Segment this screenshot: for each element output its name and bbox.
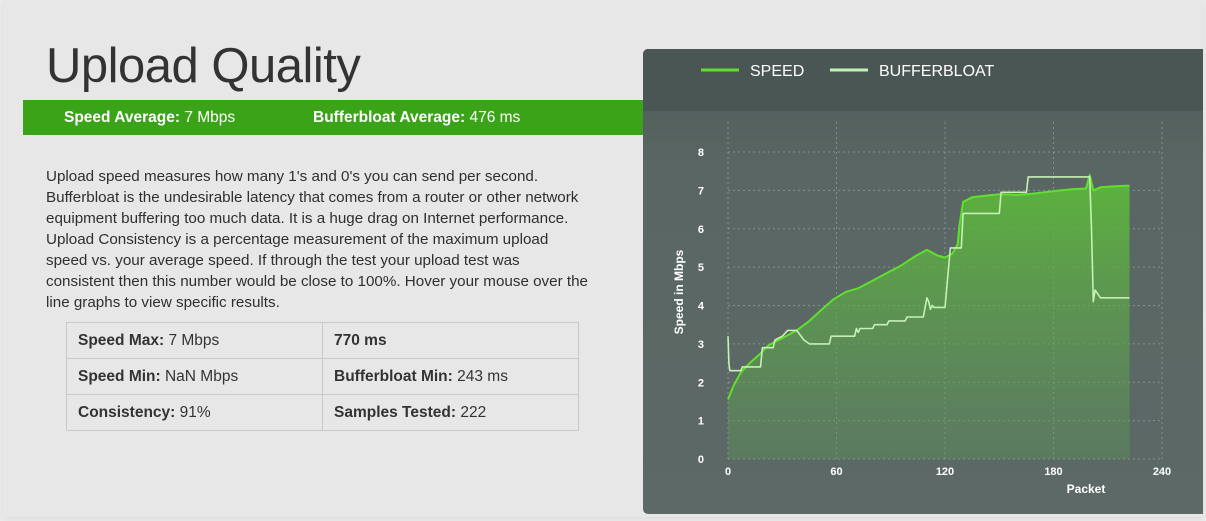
samples-label: Samples Tested:: [334, 403, 457, 421]
bufferbloat-min-value: 243 ms: [457, 367, 508, 385]
speed-max-value: 7 Mbps: [168, 331, 220, 349]
speed-min-cell: Speed Min: NaN Mbps: [66, 358, 323, 395]
x-tick-label: 240: [1153, 466, 1171, 478]
y-tick-label: 5: [698, 262, 704, 274]
bufferbloat-max-label: 770 ms: [334, 331, 387, 349]
y-tick-label: 3: [698, 339, 704, 351]
speed-average-label: Speed Average:: [64, 109, 181, 126]
y-tick-label: 6: [698, 224, 704, 236]
page-title: Upload Quality: [46, 39, 361, 93]
legend[interactable]: SPEED BUFFERBLOAT: [701, 63, 995, 80]
speed-area: [728, 175, 1130, 459]
y-tick-label: 4: [698, 301, 705, 313]
tick-labels: 0 1 2 3 4 5 6 7 8 0 60 120 180 240: [698, 147, 1171, 478]
y-tick-label: 2: [698, 377, 704, 389]
legend-speed-label[interactable]: SPEED: [750, 63, 804, 80]
description-text: Upload speed measures how many 1's and 0…: [46, 168, 588, 311]
upload-chart[interactable]: 0 1 2 3 4 5 6 7 8 0 60 120 180 240 SPEED BUFFERBLOAT …: [643, 49, 1203, 514]
speed-average: Speed Average: 7 Mbps: [64, 100, 235, 135]
speed-series-line[interactable]: [727, 174, 1130, 400]
consistency-cell: Consistency: 91%: [66, 394, 323, 431]
y-tick-label: 7: [698, 185, 704, 197]
summary-bar: Speed Average: 7 Mbps Bufferbloat Averag…: [23, 100, 653, 135]
stats-table: Speed Max: 7 Mbps 770 ms Speed Min: NaN …: [66, 322, 579, 431]
speed-min-label: Speed Min:: [78, 367, 161, 385]
stats-row: Speed Min: NaN Mbps Bufferbloat Min: 243…: [66, 358, 579, 395]
area-layer: [728, 175, 1130, 459]
y-axis-label: Speed in Mbps: [672, 249, 686, 334]
bufferbloat-average-label: Bufferbloat Average:: [313, 109, 466, 126]
y-tick-label: 1: [698, 416, 704, 428]
speed-min-value: NaN Mbps: [164, 367, 239, 385]
legend-bufferbloat-label[interactable]: BUFFERBLOAT: [879, 63, 995, 80]
speed-max-label: Speed Max:: [78, 331, 165, 349]
bufferbloat-series-line[interactable]: [727, 176, 1130, 372]
x-tick-label: 180: [1044, 466, 1062, 478]
x-tick-label: 0: [725, 466, 731, 478]
bufferbloat-max-cell: 770 ms: [322, 322, 579, 359]
stats-row: Speed Max: 7 Mbps 770 ms: [66, 322, 579, 359]
consistency-label: Consistency:: [78, 403, 176, 421]
speed-max-cell: Speed Max: 7 Mbps: [66, 322, 323, 359]
x-tick-label: 120: [936, 466, 954, 478]
bufferbloat-average-value: 476 ms: [469, 109, 521, 126]
bufferbloat-min-label: Bufferbloat Min:: [334, 367, 453, 385]
legend-band: [643, 49, 1203, 111]
x-tick-label: 60: [830, 466, 842, 478]
samples-value: 222: [460, 403, 487, 421]
y-tick-label: 0: [698, 454, 704, 466]
bufferbloat-min-cell: Bufferbloat Min: 243 ms: [322, 358, 579, 395]
stats-row: Consistency: 91% Samples Tested: 222: [66, 394, 579, 431]
line-layer[interactable]: [727, 174, 1130, 400]
speed-average-value: 7 Mbps: [184, 109, 236, 126]
consistency-value: 91%: [179, 403, 211, 421]
bufferbloat-average: Bufferbloat Average: 476 ms: [313, 100, 520, 135]
samples-cell: Samples Tested: 222: [322, 394, 579, 431]
y-tick-label: 8: [698, 147, 704, 159]
x-axis-label: Packet: [1067, 482, 1106, 496]
